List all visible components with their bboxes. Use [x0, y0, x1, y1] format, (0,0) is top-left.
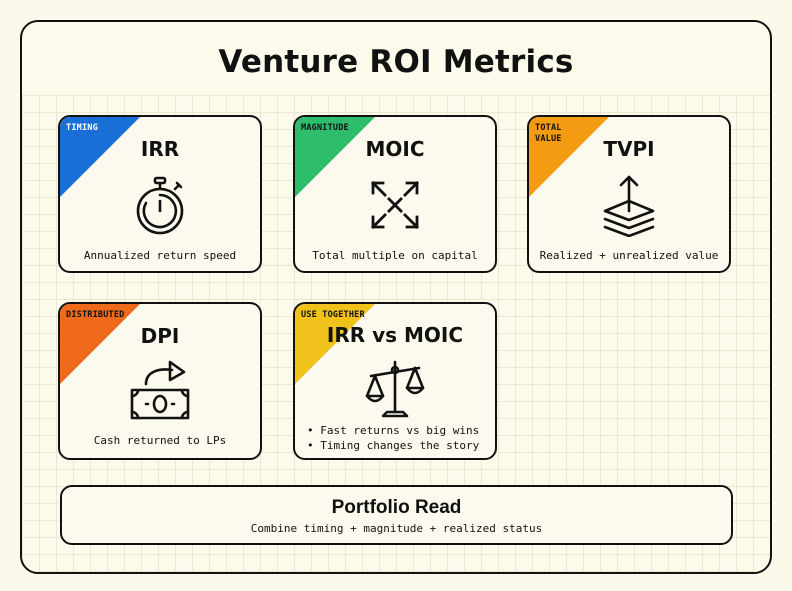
bullet-item: Fast returns vs big wins: [307, 424, 489, 439]
stopwatch-icon: [128, 173, 192, 237]
card-description: Annualized return speed: [83, 249, 237, 262]
card-irr-vs-moic: USE TOGETHER IRR vs MOIC Fast returns vs…: [293, 302, 497, 460]
main-frame: Venture ROI Metrics TIMING IRR Annualize…: [20, 20, 772, 574]
card-title: IRR: [140, 137, 180, 161]
bullet-list: Fast returns vs big wins Timing changes …: [307, 424, 489, 453]
expand-arrows-icon: [363, 173, 427, 237]
page-title: Venture ROI Metrics: [218, 44, 574, 80]
card-title: IRR vs MOIC: [326, 323, 464, 347]
card-tvpi: TOTAL VALUE TVPI Realized + unrealized v…: [527, 115, 731, 273]
balance-scale-icon: [363, 356, 427, 420]
card-tag: MAGNITUDE: [301, 123, 349, 133]
card-moic: MAGNITUDE MOIC Total multiple on capital: [293, 115, 497, 273]
card-dpi: DISTRIBUTED DPI Cash returned to LPs: [58, 302, 262, 460]
cash-out-icon: [128, 360, 192, 424]
card-title: MOIC: [365, 137, 425, 161]
card-tag: DISTRIBUTED: [66, 310, 125, 320]
card-irr: TIMING IRR Annualized return speed: [58, 115, 262, 273]
card-tag: TOTAL VALUE: [535, 123, 562, 144]
card-description: Cash returned to LPs: [93, 434, 227, 447]
portfolio-read-box: Portfolio Read Combine timing + magnitud…: [60, 485, 733, 545]
summary-title: Portfolio Read: [331, 497, 462, 518]
summary-subtitle: Combine timing + magnitude + realized st…: [250, 522, 543, 535]
card-tag: TIMING: [66, 123, 98, 133]
card-description: Realized + unrealized value: [539, 249, 719, 262]
card-title: DPI: [140, 324, 180, 348]
stacked-layers-up-icon: [597, 173, 661, 237]
card-tag: USE TOGETHER: [301, 310, 365, 320]
card-description: Total multiple on capital: [312, 249, 478, 262]
card-title: TVPI: [603, 137, 655, 161]
bullet-item: Timing changes the story: [307, 439, 489, 454]
